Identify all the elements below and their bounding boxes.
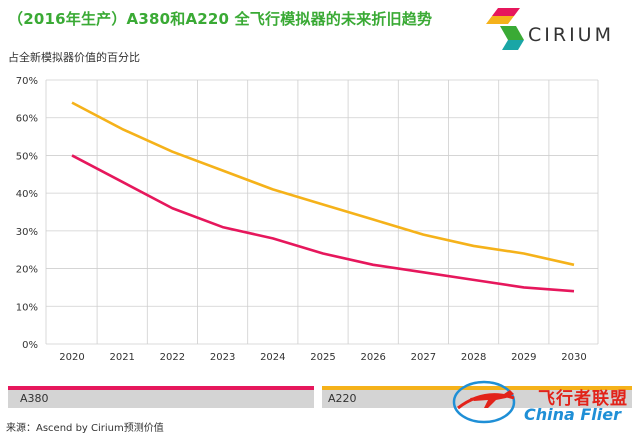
cirium-logo-icon: [486, 8, 524, 50]
x-tick-label: 2028: [461, 352, 486, 362]
line-chart: 0% 10% 20% 30% 40% 50% 60% 70% 2020 2021 2022 2023 2…: [16, 76, 599, 362]
legend-a380-box: [8, 390, 314, 408]
y-tick-label: 30%: [16, 227, 38, 238]
x-tick-label: 2024: [260, 352, 285, 362]
x-tick-label: 2021: [109, 352, 134, 362]
legend-a380-bar: [8, 386, 314, 390]
source-note: 来源：Ascend by Cirium预测价值: [6, 423, 164, 434]
legend-a220-bar: [322, 386, 632, 390]
x-tick-label: 2025: [310, 352, 335, 362]
x-tick-label: 2029: [511, 352, 536, 362]
y-tick-label: 0%: [22, 340, 38, 351]
x-tick-label: 2030: [561, 352, 586, 362]
y-tick-label: 40%: [16, 189, 38, 200]
logo-text: CIRIUM: [528, 24, 614, 46]
y-tick-label: 70%: [16, 76, 38, 87]
china-flier-watermark-icon: [452, 380, 516, 424]
x-tick-label: 2022: [160, 352, 185, 362]
legend-a380-label: A380: [20, 392, 49, 405]
y-tick-label: 50%: [16, 151, 38, 162]
watermark-en-text: China Flier: [524, 405, 622, 424]
x-tick-label: 2020: [59, 352, 84, 362]
y-tick-label: 60%: [16, 114, 38, 125]
chart-title: （2016年生产）A380和A220 全飞行模拟器的未来折旧趋势: [8, 10, 433, 28]
x-tick-label: 2027: [411, 352, 436, 362]
y-axis-title: 占全新模拟器价值的百分比: [8, 51, 140, 64]
y-tick-label: 20%: [16, 265, 38, 276]
y-tick-label: 10%: [16, 302, 38, 313]
x-tick-label: 2023: [210, 352, 235, 362]
watermark-cn-text: 飞行者联盟: [538, 389, 628, 409]
x-tick-label: 2026: [360, 352, 385, 362]
legend-a220-label: A220: [328, 392, 357, 405]
